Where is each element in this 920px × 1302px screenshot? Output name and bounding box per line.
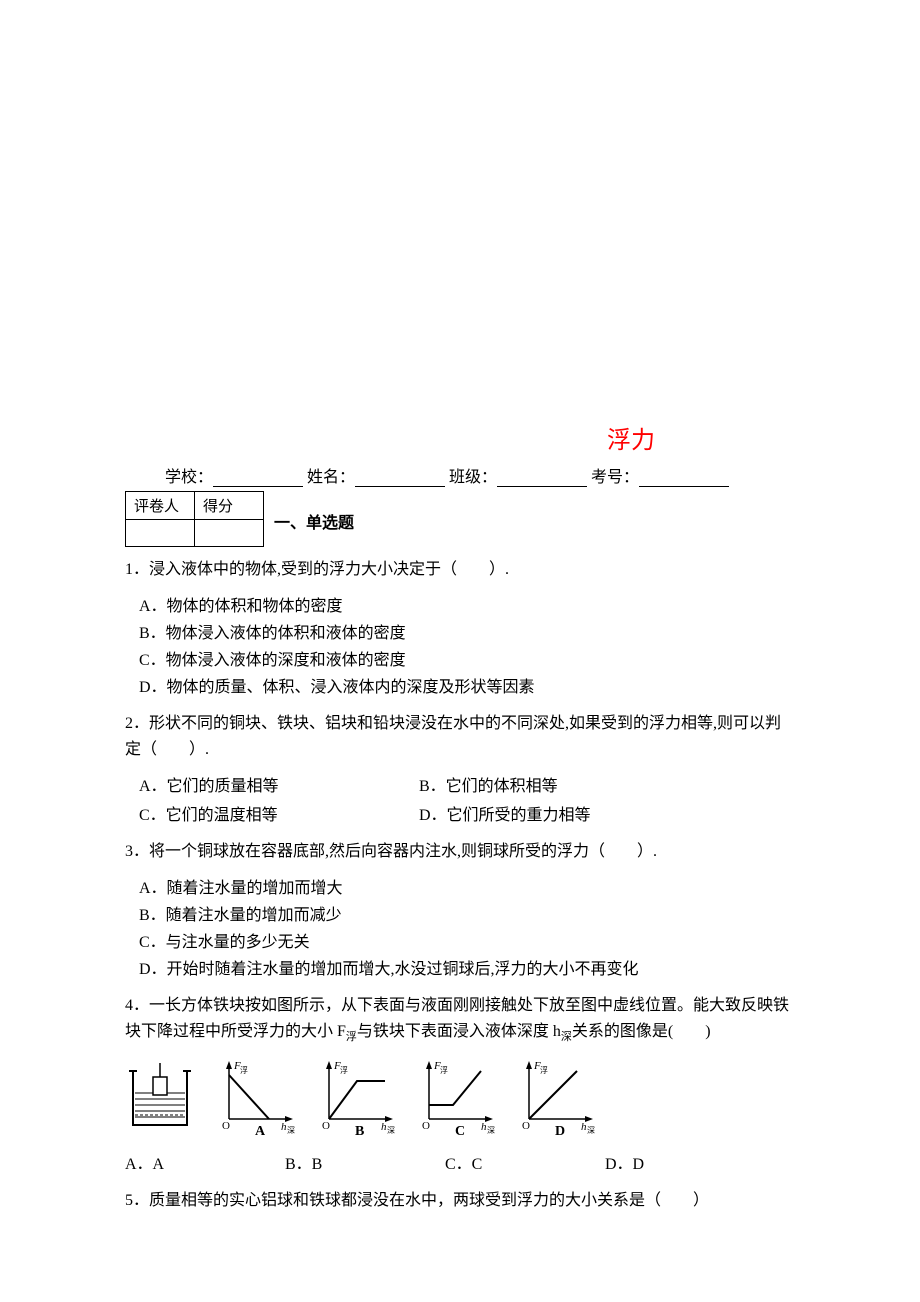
q4-sub2: 深 bbox=[561, 1031, 572, 1043]
question-1: 1．浸入液体中的物体,受到的浮力大小决定于（ ）. A．物体的体积和物体的密度 … bbox=[125, 557, 795, 701]
graph-c: F浮 h深 O C bbox=[422, 1060, 495, 1137]
question-2: 2．形状不同的铜块、铁块、铝块和铅块浸没在水中的不同深处,如果受到的浮力相等,则… bbox=[125, 711, 795, 829]
q1-option-b: B．物体浸入液体的体积和液体的密度 bbox=[139, 620, 795, 647]
grader-value-cell[interactable] bbox=[126, 520, 195, 547]
q3-option-a: A．随着注水量的增加而增大 bbox=[139, 875, 795, 902]
svg-text:深: 深 bbox=[487, 1126, 495, 1135]
question-5: 5．质量相等的实心铝球和铁球都浸没在水中，两球受到浮力的大小关系是（ ） bbox=[125, 1188, 795, 1214]
svg-text:浮: 浮 bbox=[540, 1065, 548, 1075]
question-3: 3．将一个铜球放在容器底部,然后向容器内注水,则铜球所受的浮力（ ）. A．随着… bbox=[125, 839, 795, 983]
q4-text: 4．一长方体铁块按如图所示，从下表面与液面刚刚接触处下放至图中虚线位置。能大致反… bbox=[125, 993, 795, 1046]
svg-text:C: C bbox=[455, 1124, 465, 1137]
svg-text:O: O bbox=[322, 1120, 330, 1132]
q4-figure: F浮 h深 O A F浮 h深 O B bbox=[125, 1057, 795, 1137]
svg-text:浮: 浮 bbox=[440, 1065, 448, 1075]
q2-option-d: D．它们所受的重力相等 bbox=[419, 802, 795, 829]
svg-text:O: O bbox=[222, 1120, 230, 1132]
q1-option-a: A．物体的体积和物体的密度 bbox=[139, 593, 795, 620]
svg-text:D: D bbox=[555, 1124, 565, 1137]
examno-blank[interactable] bbox=[639, 468, 729, 487]
q4-option-b: B．B bbox=[285, 1151, 445, 1178]
q4-option-a: A．A bbox=[125, 1151, 285, 1178]
q1-text: 1．浸入液体中的物体,受到的浮力大小决定于（ ）. bbox=[125, 557, 795, 583]
q3-text: 3．将一个铜球放在容器底部,然后向容器内注水,则铜球所受的浮力（ ）. bbox=[125, 839, 795, 865]
q1-option-d: D．物体的质量、体积、浸入液体内的深度及形状等因素 bbox=[139, 674, 795, 701]
q2-option-c: C．它们的温度相等 bbox=[139, 802, 419, 829]
q3-option-c: C．与注水量的多少无关 bbox=[139, 929, 795, 956]
q2-text: 2．形状不同的铜块、铁块、铝块和铅块浸没在水中的不同深处,如果受到的浮力相等,则… bbox=[125, 711, 795, 762]
name-blank[interactable] bbox=[355, 468, 445, 487]
section-1-label: 一、单选题 bbox=[264, 491, 354, 533]
q2-option-b: B．它们的体积相等 bbox=[419, 773, 795, 800]
q5-text: 5．质量相等的实心铝球和铁球都浸没在水中，两球受到浮力的大小关系是（ ） bbox=[125, 1188, 795, 1214]
q3-option-b: B．随着注水量的增加而减少 bbox=[139, 902, 795, 929]
svg-text:深: 深 bbox=[287, 1126, 295, 1135]
school-blank[interactable] bbox=[213, 468, 303, 487]
q4-part3: 关系的图像是( ) bbox=[572, 1023, 711, 1040]
svg-text:深: 深 bbox=[387, 1126, 395, 1135]
examno-label: 考号： bbox=[591, 469, 639, 486]
score-value-cell[interactable] bbox=[195, 520, 264, 547]
grader-label-cell: 评卷人 bbox=[126, 492, 195, 520]
q4-sub1: 浮 bbox=[346, 1031, 357, 1043]
doc-title: 浮力 bbox=[125, 420, 795, 455]
q4-option-c: C．C bbox=[445, 1151, 605, 1178]
svg-text:浮: 浮 bbox=[340, 1065, 348, 1075]
q2-option-a: A．它们的质量相等 bbox=[139, 773, 419, 800]
score-label-cell: 得分 bbox=[195, 492, 264, 520]
q1-option-c: C．物体浸入液体的深度和液体的密度 bbox=[139, 647, 795, 674]
graph-b: F浮 h深 O B bbox=[322, 1060, 395, 1137]
graph-d: F浮 h深 O D bbox=[522, 1060, 595, 1137]
svg-text:浮: 浮 bbox=[240, 1065, 248, 1075]
svg-text:A: A bbox=[255, 1124, 266, 1137]
school-label: 学校： bbox=[165, 469, 213, 486]
student-info-line: 学校： 姓名： 班级： 考号： bbox=[125, 463, 795, 487]
svg-text:O: O bbox=[522, 1120, 530, 1132]
graph-a: F浮 h深 O A bbox=[222, 1060, 295, 1137]
svg-text:B: B bbox=[355, 1124, 364, 1137]
question-4: 4．一长方体铁块按如图所示，从下表面与液面刚刚接触处下放至图中虚线位置。能大致反… bbox=[125, 993, 795, 1178]
beaker-icon bbox=[129, 1063, 191, 1125]
class-blank[interactable] bbox=[497, 468, 587, 487]
q4-part2: 与铁块下表面浸入液体深度 h bbox=[357, 1023, 561, 1040]
svg-text:O: O bbox=[422, 1120, 430, 1132]
name-label: 姓名： bbox=[307, 469, 355, 486]
grader-table: 评卷人 得分 bbox=[125, 491, 264, 547]
class-label: 班级： bbox=[449, 469, 497, 486]
q3-option-d: D．开始时随着注水量的增加而增大,水没过铜球后,浮力的大小不再变化 bbox=[139, 956, 795, 983]
q4-option-d: D．D bbox=[605, 1151, 765, 1178]
svg-text:深: 深 bbox=[587, 1126, 595, 1135]
